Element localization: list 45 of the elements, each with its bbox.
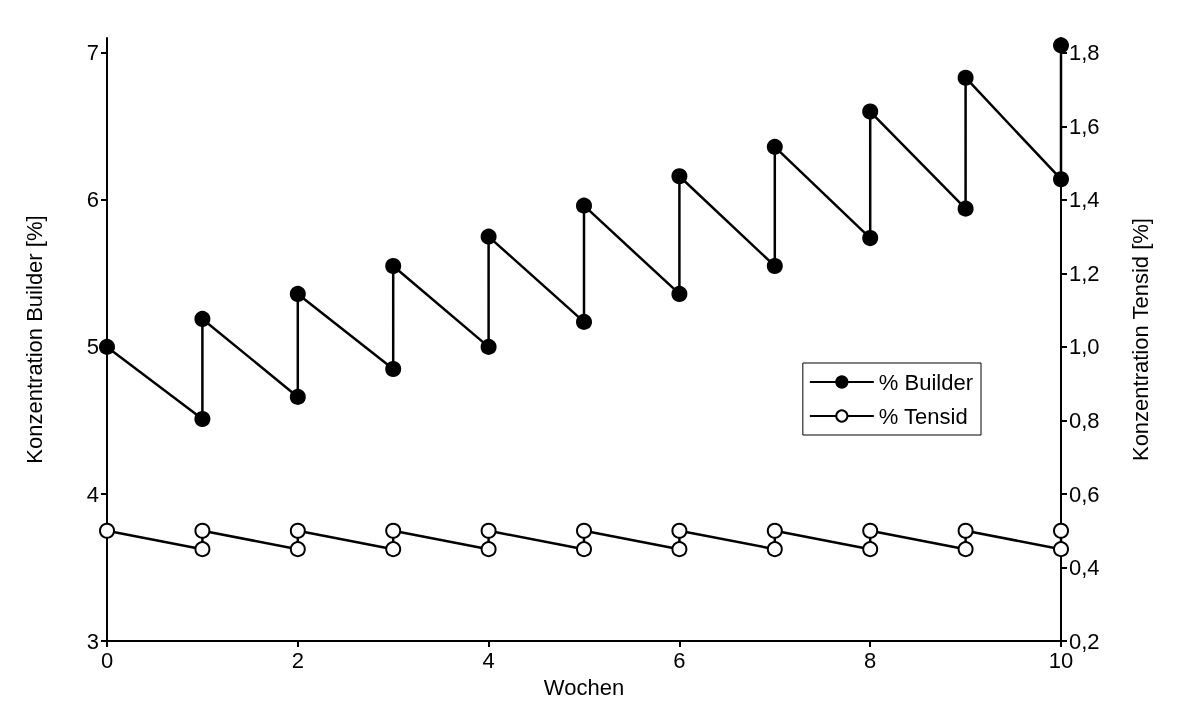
point <box>671 285 688 302</box>
point <box>1053 171 1069 188</box>
point <box>480 228 497 245</box>
y2-tick-label: 1,2 <box>1069 260 1100 286</box>
point <box>385 360 402 377</box>
point <box>480 338 497 355</box>
legend-label: % Builder <box>878 369 973 395</box>
point <box>576 313 592 330</box>
y-tick-label: 7 <box>86 40 99 66</box>
point <box>766 258 783 274</box>
y2-tick-label: 0,2 <box>1069 628 1100 654</box>
point <box>385 258 402 274</box>
y2-tick-label: 0,4 <box>1069 555 1100 581</box>
legend-label: % Tensid <box>878 403 968 429</box>
x-tick-label: 0 <box>100 647 114 673</box>
x-axis-title: Wochen <box>543 674 625 700</box>
point <box>957 200 974 217</box>
y-tick-label: 4 <box>86 481 99 507</box>
y2-tick-label: 1,6 <box>1069 113 1100 139</box>
y2-tick-label: 1,0 <box>1069 334 1100 360</box>
x-tick-label: 6 <box>673 647 686 673</box>
y2-tick-label: 1,4 <box>1069 187 1100 213</box>
y-tick-label: 5 <box>86 334 99 360</box>
x-tick-label: 8 <box>864 647 877 673</box>
point <box>957 69 974 86</box>
point <box>99 338 115 355</box>
point <box>289 285 306 302</box>
point <box>862 103 879 120</box>
y-axis-title: Konzentration Builder [%] <box>21 215 47 464</box>
y2-tick-label: 0,8 <box>1069 407 1100 433</box>
point <box>766 138 783 155</box>
y2-axis-title: Konzentration Tensid [%] <box>1127 218 1153 462</box>
point <box>671 168 688 185</box>
x-tick-label: 4 <box>482 647 495 673</box>
x-tick-label: 2 <box>291 647 304 673</box>
point <box>289 388 306 405</box>
y-tick-label: 3 <box>86 628 99 654</box>
y2-tick-label: 0,6 <box>1069 481 1100 507</box>
y-tick-label: 6 <box>86 187 99 213</box>
point <box>576 197 592 214</box>
y2-tick-label: 1,8 <box>1069 40 1100 66</box>
point <box>1053 37 1069 54</box>
point <box>194 310 211 327</box>
point <box>862 230 879 247</box>
point <box>194 410 211 427</box>
